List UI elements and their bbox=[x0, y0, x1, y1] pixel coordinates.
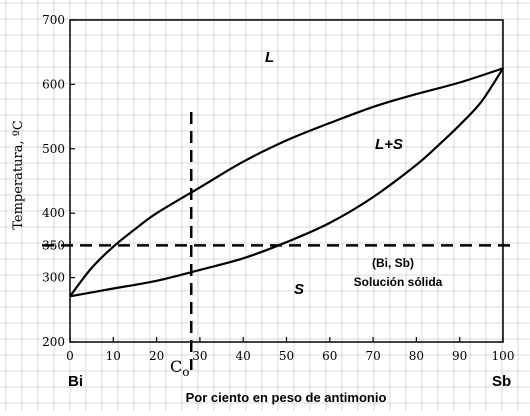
two-phase-region-label: L+S bbox=[375, 136, 403, 153]
x-tick-label: 0 bbox=[66, 349, 74, 363]
solid-solution-phase-label: (Bi, Sb) bbox=[372, 256, 414, 270]
solidus-curve bbox=[69, 67, 504, 298]
bismuth-end-label: Bi bbox=[68, 373, 83, 390]
y-tick-label: 500 bbox=[42, 142, 65, 156]
x-tick-label: 30 bbox=[192, 349, 207, 363]
liquid-region-label: L bbox=[265, 49, 274, 66]
y-tick-label: 400 bbox=[42, 206, 65, 220]
phase-curves bbox=[69, 67, 504, 298]
solid-solution-label: Solución sólida bbox=[354, 275, 443, 289]
x-tick-label: 60 bbox=[322, 349, 337, 363]
x-tick-label: 80 bbox=[409, 349, 424, 363]
y-axis-label: Temperatura, ºC bbox=[11, 120, 26, 230]
x-axis-label: Por ciento en peso de antimonio bbox=[186, 390, 387, 405]
x-tick-label: 20 bbox=[149, 349, 164, 363]
y-tick-label: 300 bbox=[42, 271, 65, 285]
y-tick-label: 200 bbox=[42, 335, 65, 349]
x-tick-label: 40 bbox=[236, 349, 251, 363]
x-tick-label: 70 bbox=[365, 349, 380, 363]
axis-ticks bbox=[69, 19, 504, 343]
solid-region-label: S bbox=[294, 281, 304, 298]
liquidus-curve bbox=[69, 67, 504, 297]
x-tick-labels: 0 10 20 30 40 50 60 70 80 90 100 bbox=[66, 349, 514, 363]
antimony-end-label: Sb bbox=[492, 373, 511, 390]
y-tick-label: 600 bbox=[42, 77, 65, 91]
composition-co-label: Co bbox=[170, 357, 189, 379]
x-tick-label: 100 bbox=[492, 349, 515, 363]
x-tick-label: 10 bbox=[106, 349, 121, 363]
x-tick-label: 50 bbox=[279, 349, 294, 363]
x-tick-label: 90 bbox=[452, 349, 467, 363]
reference-lines bbox=[42, 112, 512, 370]
y-tick-label: 700 bbox=[42, 13, 65, 27]
